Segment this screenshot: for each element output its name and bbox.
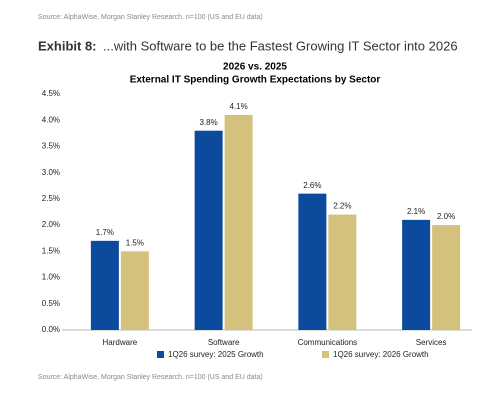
source-bottom: Source: AlphaWise, Morgan Stanley Resear…	[38, 374, 263, 381]
legend-swatch	[157, 351, 164, 358]
source-top: Source: AlphaWise, Morgan Stanley Resear…	[38, 14, 263, 21]
x-tick-label: Communications	[298, 338, 358, 347]
data-label: 3.8%	[200, 118, 218, 127]
data-label: 1.7%	[96, 228, 114, 237]
data-label: 1.5%	[126, 238, 144, 247]
bar	[194, 130, 223, 330]
bar	[298, 193, 327, 330]
x-tick-label: Software	[208, 338, 240, 347]
bar	[120, 251, 149, 330]
y-tick-label: 2.5%	[42, 194, 60, 203]
data-label: 2.1%	[407, 207, 425, 216]
legend-label: 1Q26 survey: 2026 Growth	[333, 350, 429, 359]
data-label: 2.6%	[303, 181, 321, 190]
y-tick-label: 3.5%	[42, 142, 60, 151]
data-label: 2.2%	[333, 202, 351, 211]
y-tick-label: 4.0%	[42, 115, 60, 124]
y-tick-label: 0.5%	[42, 299, 60, 308]
x-tick-label: Services	[416, 338, 447, 347]
data-label: 4.1%	[230, 102, 248, 111]
y-tick-label: 1.0%	[42, 273, 60, 282]
exhibit-title: ...with Software to be the Fastest Growi…	[103, 38, 458, 53]
bar	[90, 240, 119, 330]
legend-swatch	[322, 351, 329, 358]
y-tick-label: 0.0%	[42, 325, 60, 334]
bar	[224, 114, 253, 330]
y-tick-label: 2.0%	[42, 220, 60, 229]
data-label: 2.0%	[437, 212, 455, 221]
x-tick-label: Hardware	[103, 338, 138, 347]
bar	[432, 225, 461, 330]
y-tick-label: 3.0%	[42, 168, 60, 177]
y-tick-label: 4.5%	[42, 89, 60, 98]
bar	[402, 219, 431, 330]
y-tick-label: 1.5%	[42, 246, 60, 255]
bar	[328, 214, 357, 330]
chart-title: 2026 vs. 2025	[223, 62, 287, 73]
legend-label: 1Q26 survey: 2025 Growth	[168, 350, 264, 359]
chart-subtitle: External IT Spending Growth Expectations…	[130, 75, 381, 86]
exhibit-label: Exhibit 8:	[38, 38, 97, 53]
